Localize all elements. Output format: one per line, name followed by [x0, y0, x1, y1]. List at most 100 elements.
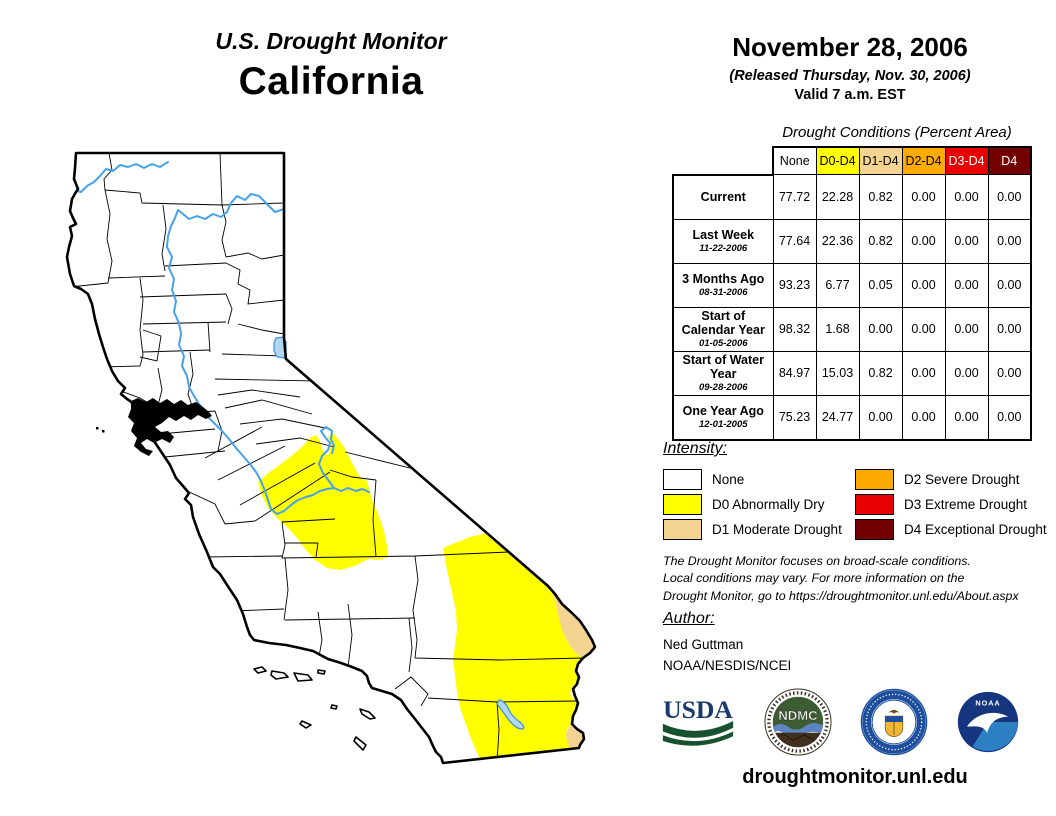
- channel-islands: [253, 666, 376, 751]
- value-cell: 0.82: [858, 218, 903, 264]
- table-row: Last Week 11-22-2006 77.64 22.36 0.82 0.00 0.0…: [672, 218, 1032, 264]
- value-cell: 6.77: [815, 262, 860, 308]
- legend-title: Intensity:: [663, 440, 728, 457]
- value-cell: 0.00: [944, 306, 989, 352]
- value-cell: 0.00: [987, 262, 1032, 308]
- column-header-d1-d4: D1-D4: [858, 146, 903, 175]
- value-cell: 0.00: [901, 306, 946, 352]
- row-label-cell: Last Week 11-22-2006: [672, 218, 774, 264]
- row-label: Current: [700, 189, 746, 204]
- doc-seal-logo: [860, 688, 928, 756]
- row-date: 12-01-2005: [698, 419, 748, 431]
- value-cell: 93.23: [772, 262, 817, 308]
- author-name: Ned Guttman: [663, 637, 744, 652]
- row-date: 09-28-2006: [698, 382, 748, 394]
- value-cell: 0.00: [987, 218, 1032, 264]
- california-map: [65, 151, 597, 765]
- legend-label: None: [712, 472, 745, 487]
- california-map-svg: [65, 151, 597, 765]
- legend-item-none: None: [663, 467, 855, 492]
- value-cell: 0.00: [858, 394, 903, 441]
- column-header-d3-d4: D3-D4: [944, 146, 989, 175]
- value-cell: 0.82: [858, 174, 903, 220]
- valid-time: Valid 7 a.m. EST: [794, 87, 906, 103]
- farallon-islands-icon: [102, 430, 105, 433]
- value-cell: 0.82: [858, 350, 903, 396]
- value-cell: 0.00: [944, 174, 989, 220]
- website-url: droughtmonitor.unl.edu: [742, 766, 968, 788]
- disclaimer-text: The Drought Monitor focuses on broad-sca…: [663, 554, 1019, 603]
- map-date: November 28, 2006: [732, 32, 968, 62]
- legend-label: D2 Severe Drought: [904, 472, 1020, 487]
- value-cell: 1.68: [815, 306, 860, 352]
- legend-item-d1: D1 Moderate Drought: [663, 517, 855, 542]
- value-cell: 22.36: [815, 218, 860, 264]
- row-date: 01-05-2006: [698, 338, 748, 350]
- d4-swatch-icon: [855, 519, 894, 540]
- column-header-none: None: [772, 146, 817, 175]
- usda-logo-text: USDA: [663, 695, 733, 724]
- legend-column-right: D2 Severe Drought D3 Extreme Drought D4 Ex…: [855, 467, 1047, 542]
- d1-area-colorado-north: [548, 586, 595, 658]
- value-cell: 0.00: [901, 262, 946, 308]
- state-outline: [65, 151, 597, 765]
- legend-label: D1 Moderate Drought: [712, 522, 842, 537]
- rivers: [76, 161, 370, 515]
- value-cell: 15.03: [815, 350, 860, 396]
- row-label-cell: Start of Water Year 09-28-2006: [672, 350, 774, 396]
- table-row: 3 Months Ago 08-31-2006 93.23 6.77 0.05 0.00 0…: [672, 262, 1032, 308]
- title-block: U.S. Drought Monitor California: [131, 28, 531, 104]
- column-header-d4: D4: [987, 146, 1032, 175]
- value-cell: 77.64: [772, 218, 817, 264]
- legend-column-left: None D0 Abnormally Dry D1 Moderate Drought: [663, 467, 855, 542]
- value-cell: 0.00: [944, 350, 989, 396]
- d0-area-central: [258, 433, 388, 570]
- ndmc-logo-text: NDMC: [778, 708, 818, 723]
- value-cell: 0.05: [858, 262, 903, 308]
- value-cell: 0.00: [987, 394, 1032, 441]
- value-cell: 98.32: [772, 306, 817, 352]
- drought-conditions-table: None D0-D4 D1-D4 D2-D4 D3-D4 D4 Current 77.72 2…: [672, 146, 1032, 441]
- ndmc-logo: NDMC: [764, 688, 832, 756]
- row-label-cell: Current: [672, 174, 774, 220]
- value-cell: 0.00: [944, 262, 989, 308]
- value-cell: 0.00: [944, 394, 989, 441]
- author-org: NOAA/NESDIS/NCEI: [663, 658, 792, 673]
- sf-bay: [128, 398, 212, 456]
- farallon-islands-icon: [96, 427, 99, 430]
- value-cell: 84.97: [772, 350, 817, 396]
- table-header: None D0-D4 D1-D4 D2-D4 D3-D4 D4: [673, 146, 1032, 176]
- value-cell: 77.72: [772, 174, 817, 220]
- value-cell: 0.00: [987, 350, 1032, 396]
- date-block: November 28, 2006 (Released Thursday, No…: [700, 32, 1000, 103]
- value-cell: 0.00: [901, 394, 946, 441]
- legend-label: D0 Abnormally Dry: [712, 497, 825, 512]
- legend-label: D3 Extreme Drought: [904, 497, 1028, 512]
- table-body: Current 77.72 22.28 0.82 0.00 0.00 0.00 Last We…: [672, 174, 1032, 441]
- intensity-legend: Intensity: None D0 Abnormally Dry D1 Moder…: [663, 440, 1056, 542]
- d0-swatch-icon: [663, 494, 702, 515]
- author-label: Author:: [663, 610, 715, 627]
- value-cell: 0.00: [987, 306, 1032, 352]
- row-label-cell: 3 Months Ago 08-31-2006: [672, 262, 774, 308]
- usda-logo: USDA: [662, 695, 733, 746]
- value-cell: 0.00: [944, 218, 989, 264]
- none-swatch-icon: [663, 469, 702, 490]
- legend-item-d2: D2 Severe Drought: [855, 467, 1047, 492]
- row-date: 11-22-2006: [699, 243, 748, 255]
- d3-swatch-icon: [855, 494, 894, 515]
- report-title: U.S. Drought Monitor: [215, 28, 447, 54]
- d2-swatch-icon: [855, 469, 894, 490]
- row-label: One Year Ago: [682, 403, 764, 418]
- noaa-logo: NOAA: [957, 691, 1019, 753]
- row-label: 3 Months Ago: [682, 271, 765, 286]
- table-row: One Year Ago 12-01-2005 75.23 24.77 0.00 0.00…: [672, 394, 1032, 441]
- table-caption: Drought Conditions (Percent Area): [782, 124, 1012, 141]
- row-label: Start of Water Year: [682, 352, 765, 381]
- row-date: 08-31-2006: [698, 287, 748, 299]
- table-row: Start of Water Year 09-28-2006 84.97 15.03 0…: [672, 350, 1032, 396]
- d0-area-southeast: [443, 533, 583, 759]
- legend-item-d0: D0 Abnormally Dry: [663, 492, 855, 517]
- agency-logos: USDA NDMC: [660, 686, 1020, 758]
